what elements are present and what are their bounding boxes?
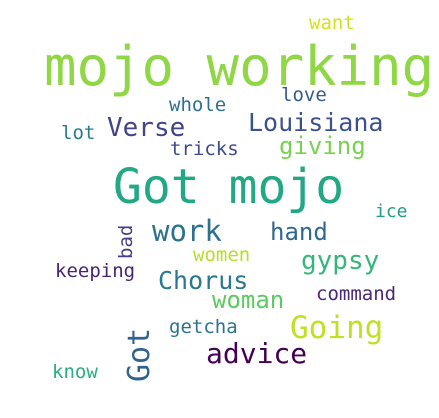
word-gypsy: gypsy xyxy=(301,246,380,276)
word-louisiana: Louisiana xyxy=(248,108,384,137)
word-woman: woman xyxy=(212,286,285,314)
word-giving: giving xyxy=(279,132,366,160)
word-keeping: keeping xyxy=(55,260,136,282)
word-going: Going xyxy=(290,310,384,346)
word-getcha: getcha xyxy=(169,316,238,338)
word-lot: lot xyxy=(61,122,96,144)
word-want: want xyxy=(309,12,355,34)
word-chorus: Chorus xyxy=(158,266,249,295)
word-advice: advice xyxy=(206,337,308,370)
word-love: love xyxy=(281,84,327,106)
word-hand: hand xyxy=(270,218,328,246)
word-whole: whole xyxy=(169,94,227,116)
word-got: Got xyxy=(122,327,157,382)
word-mojo-working: mojo working xyxy=(44,35,435,98)
word-know: know xyxy=(52,361,98,383)
word-ice: ice xyxy=(375,201,408,222)
word-verse: Verse xyxy=(107,113,186,143)
word-command: command xyxy=(316,283,397,305)
word-work: work xyxy=(152,214,222,248)
word-bad: bad xyxy=(115,224,137,259)
word-tricks: tricks xyxy=(170,138,239,160)
word-got-mojo: Got mojo xyxy=(113,159,345,215)
word-women: women xyxy=(193,244,251,266)
